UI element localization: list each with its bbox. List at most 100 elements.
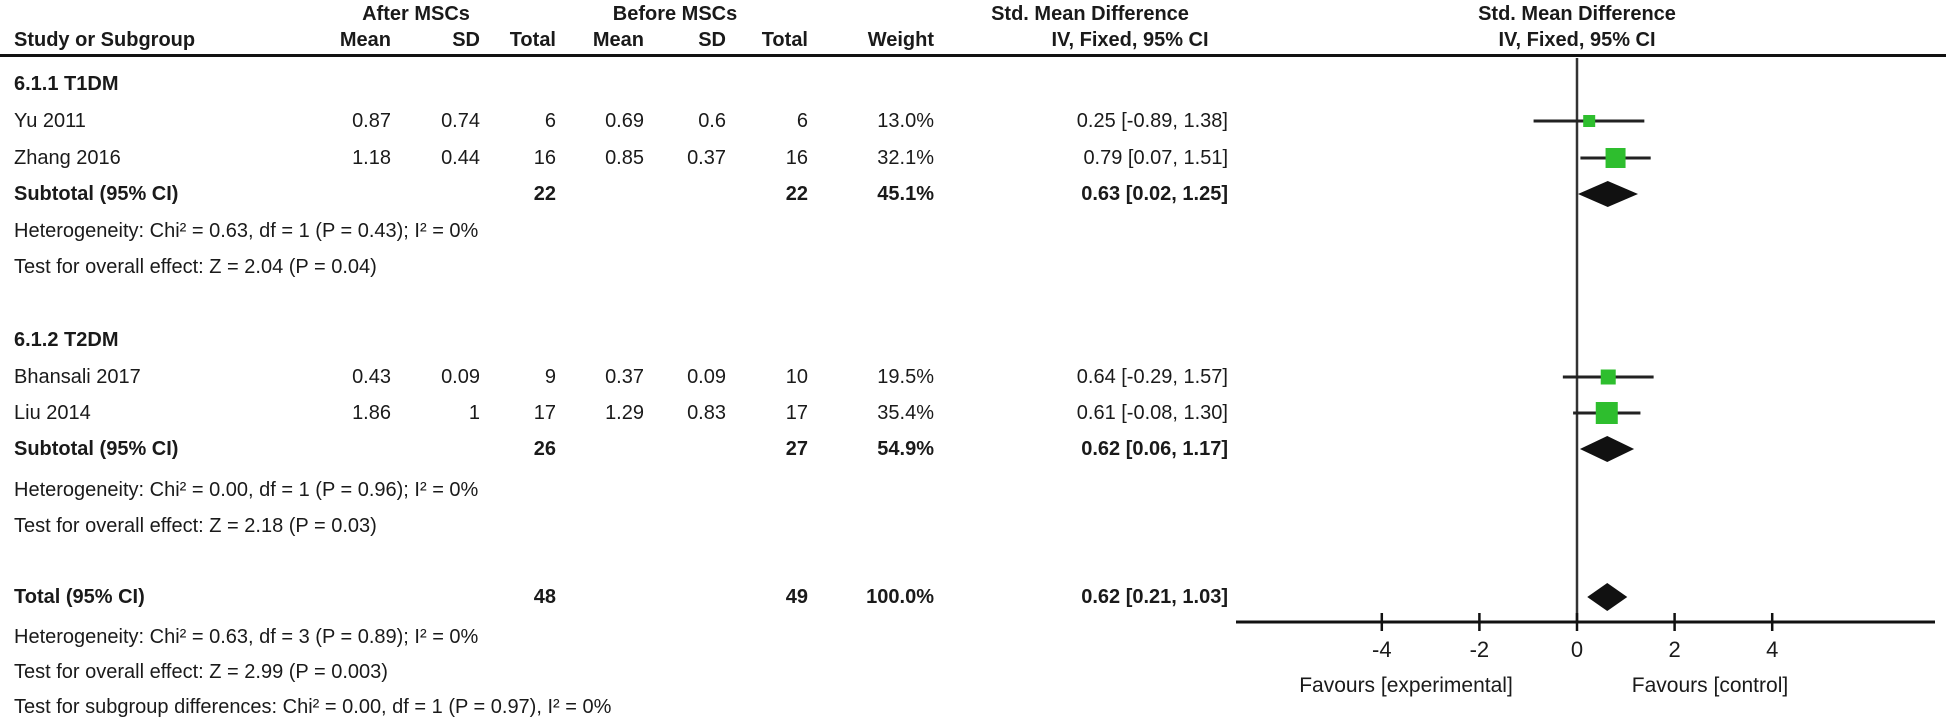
x-axis-tick-label: -4 bbox=[1372, 637, 1392, 662]
total-after-cell: 17 bbox=[533, 402, 556, 424]
subtotal-label: Subtotal (95% CI) bbox=[14, 438, 179, 460]
header-divider bbox=[0, 54, 1946, 57]
study-marker-square bbox=[1583, 115, 1596, 127]
col-sd-after: SD bbox=[452, 29, 480, 51]
overall-effect-text: Test for overall effect: Z = 2.18 (P = 0… bbox=[14, 515, 377, 537]
x-axis-tick-label: -2 bbox=[1470, 637, 1490, 662]
sd-before-cell: 0.09 bbox=[687, 366, 726, 388]
heterogeneity-text: Heterogeneity: Chi² = 0.63, df = 3 (P = … bbox=[14, 626, 479, 648]
col-mean-before: Mean bbox=[592, 29, 644, 51]
overall-effect-text: Test for overall effect: Z = 2.04 (P = 0… bbox=[14, 256, 377, 278]
weight-cell: 13.0% bbox=[877, 110, 934, 132]
mean-before-cell: 0.37 bbox=[605, 366, 644, 388]
subtotal-row: Subtotal (95% CI) 22 22 45.1% 0.63 [0.02… bbox=[0, 180, 1946, 208]
x-axis-tick-label: 4 bbox=[1766, 637, 1778, 662]
mean-after-cell: 0.43 bbox=[352, 366, 391, 388]
header-before-mscs: Before MSCs bbox=[612, 3, 738, 25]
total-total-after: 48 bbox=[533, 586, 556, 608]
ci-cell: 0.64 [-0.29, 1.57] bbox=[1076, 366, 1228, 388]
heterogeneity-text: Heterogeneity: Chi² = 0.63, df = 1 (P = … bbox=[14, 220, 479, 242]
heterogeneity-row: Heterogeneity: Chi² = 0.63, df = 3 (P = … bbox=[0, 623, 1946, 651]
weight-cell: 32.1% bbox=[877, 147, 934, 169]
total-before-cell: 17 bbox=[785, 402, 808, 424]
header-smd-text: Std. Mean Difference bbox=[991, 3, 1189, 25]
study-name: Liu 2014 bbox=[14, 402, 91, 424]
total-label: Total (95% CI) bbox=[14, 586, 145, 608]
subgroup-differences-row: Test for subgroup differences: Chi² = 0.… bbox=[0, 693, 1946, 721]
study-row: Yu 2011 0.87 0.74 6 0.69 0.6 6 13.0% 0.2… bbox=[0, 107, 1946, 135]
overall-effect-row: Test for overall effect: Z = 2.18 (P = 0… bbox=[0, 512, 1946, 540]
favours-left-label: Favours [experimental] bbox=[1299, 674, 1513, 697]
sd-after-cell: 1 bbox=[468, 402, 480, 424]
weight-cell: 35.4% bbox=[877, 402, 934, 424]
ci-cell: 0.25 [-0.89, 1.38] bbox=[1076, 110, 1228, 132]
sd-before-cell: 0.37 bbox=[687, 147, 726, 169]
study-row: Zhang 2016 1.18 0.44 16 0.85 0.37 16 32.… bbox=[0, 144, 1946, 172]
total-before-cell: 10 bbox=[785, 366, 808, 388]
total-after-cell: 16 bbox=[533, 147, 556, 169]
col-study-or-subgroup: Study or Subgroup bbox=[14, 29, 196, 51]
overall-effect-row: Test for overall effect: Z = 2.99 (P = 0… bbox=[0, 658, 1946, 686]
overall-effect-row: Test for overall effect: Z = 2.04 (P = 0… bbox=[0, 253, 1946, 281]
subtotal-weight: 54.9% bbox=[877, 438, 934, 460]
subtotal-row: Subtotal (95% CI) 26 27 54.9% 0.62 [0.06… bbox=[0, 435, 1946, 463]
subtotal-weight: 45.1% bbox=[877, 183, 934, 205]
col-sd-before: SD bbox=[698, 29, 726, 51]
ci-cell: 0.79 [0.07, 1.51] bbox=[1083, 147, 1228, 169]
sd-before-cell: 0.83 bbox=[687, 402, 726, 424]
mean-before-cell: 0.85 bbox=[605, 147, 644, 169]
heterogeneity-row: Heterogeneity: Chi² = 0.63, df = 1 (P = … bbox=[0, 217, 1946, 245]
forest-plot-svg: -4 -2 0 2 4 Favours [experimental] Favours [co… bbox=[1236, 58, 1935, 697]
forest-plot-panel: -4 -2 0 2 4 Favours [experimental] Favours [co… bbox=[1230, 0, 1946, 725]
subtotal-ci: 0.62 [0.06, 1.17] bbox=[1081, 438, 1228, 460]
study-marker-square bbox=[1600, 369, 1616, 385]
subgroup-label: 6.1.2 T2DM bbox=[14, 329, 119, 351]
mean-before-cell: 0.69 bbox=[605, 110, 644, 132]
x-axis-tick-label: 2 bbox=[1668, 637, 1680, 662]
col-method-plot: IV, Fixed, 95% CI bbox=[1498, 29, 1656, 51]
header-after-mscs: After MSCs bbox=[362, 3, 470, 25]
col-method-text: IV, Fixed, 95% CI bbox=[1051, 29, 1209, 51]
sd-after-cell: 0.74 bbox=[441, 110, 480, 132]
subgroup-label-row: 6.1.1 T1DM bbox=[0, 70, 1946, 98]
subtotal-total-before: 22 bbox=[785, 183, 808, 205]
study-marker-square bbox=[1605, 148, 1626, 168]
pooled-diamond bbox=[1579, 436, 1635, 462]
subtotal-total-before: 27 bbox=[785, 438, 808, 460]
header-smd-plot: Std. Mean Difference bbox=[1478, 3, 1676, 25]
study-marker-square bbox=[1595, 402, 1618, 424]
subgroup-differences-text: Test for subgroup differences: Chi² = 0.… bbox=[14, 696, 612, 718]
ci-cell: 0.61 [-0.08, 1.30] bbox=[1076, 402, 1228, 424]
overall-effect-text: Test for overall effect: Z = 2.99 (P = 0… bbox=[14, 661, 388, 683]
mean-after-cell: 1.18 bbox=[352, 147, 391, 169]
study-row: Liu 2014 1.86 1 17 1.29 0.83 17 35.4% 0.… bbox=[0, 399, 1946, 427]
study-name: Yu 2011 bbox=[14, 110, 86, 132]
sd-after-cell: 0.44 bbox=[441, 147, 480, 169]
x-axis-tick-label: 0 bbox=[1571, 637, 1583, 662]
total-weight: 100.0% bbox=[866, 586, 934, 608]
study-name: Zhang 2016 bbox=[14, 147, 121, 169]
col-total-after: Total bbox=[509, 29, 556, 51]
heterogeneity-row: Heterogeneity: Chi² = 0.00, df = 1 (P = … bbox=[0, 476, 1946, 504]
total-before-cell: 16 bbox=[785, 147, 808, 169]
sd-after-cell: 0.09 bbox=[441, 366, 480, 388]
col-mean-after: Mean bbox=[339, 29, 391, 51]
total-row: Total (95% CI) 48 49 100.0% 0.62 [0.21, … bbox=[0, 583, 1946, 611]
study-row: Bhansali 2017 0.43 0.09 9 0.37 0.09 10 1… bbox=[0, 363, 1946, 391]
subgroup-label-row: 6.1.2 T2DM bbox=[0, 326, 1946, 354]
total-total-before: 49 bbox=[785, 586, 808, 608]
col-weight: Weight bbox=[867, 29, 934, 51]
total-after-cell: 9 bbox=[544, 366, 556, 388]
subtotal-ci: 0.63 [0.02, 1.25] bbox=[1081, 183, 1228, 205]
subgroup-label: 6.1.1 T1DM bbox=[14, 73, 119, 95]
favours-right-label: Favours [control] bbox=[1632, 674, 1788, 697]
total-before-cell: 6 bbox=[796, 110, 808, 132]
weight-cell: 19.5% bbox=[877, 366, 934, 388]
study-name: Bhansali 2017 bbox=[14, 366, 141, 388]
col-total-before: Total bbox=[761, 29, 808, 51]
pooled-diamond bbox=[1587, 583, 1628, 611]
subtotal-label: Subtotal (95% CI) bbox=[14, 183, 179, 205]
total-after-cell: 6 bbox=[544, 110, 556, 132]
heterogeneity-text: Heterogeneity: Chi² = 0.00, df = 1 (P = … bbox=[14, 479, 479, 501]
